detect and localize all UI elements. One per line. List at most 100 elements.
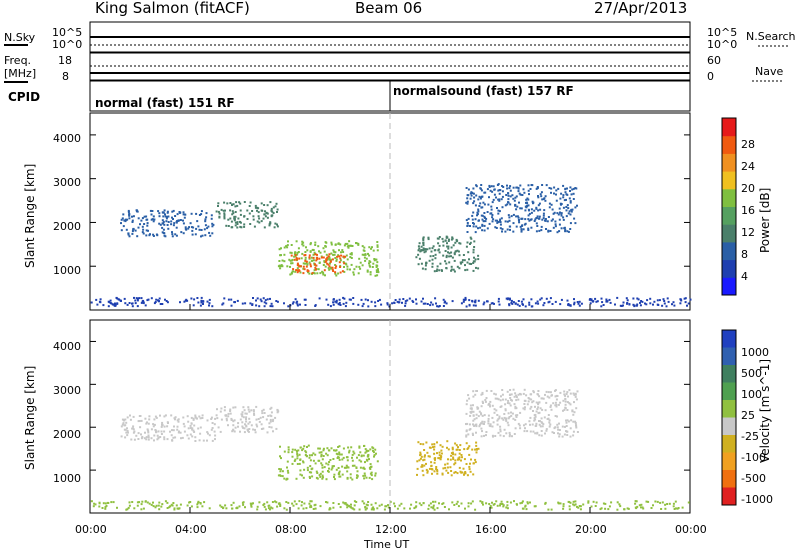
power-cell-echo-band-4 — [477, 208, 480, 211]
velocity-cell-echo-band-1 — [199, 432, 202, 435]
power-cell-echo-band-3 — [472, 269, 475, 272]
velocity-cell-echo-band-4 — [511, 399, 513, 402]
velocity-cell-echo-band-4 — [498, 415, 501, 418]
velocity-cell-echo-band-4 — [526, 403, 529, 406]
velocity-cell-echo-band-4 — [510, 414, 513, 417]
velocity-cell-echo-band-1 — [124, 436, 127, 439]
power-cell-near-range — [554, 300, 557, 303]
velocity-cell-echo-core — [362, 466, 365, 469]
power-cell-echo-band-3 — [431, 258, 434, 261]
velocity-cell-near-range — [164, 500, 167, 503]
power-cell-near-range — [411, 299, 414, 302]
date-title: 27/Apr/2013 — [594, 0, 688, 17]
velocity-cell-echo-core — [319, 475, 322, 478]
power-cell-echo-band-4 — [539, 208, 542, 211]
velocity-cell-near-range — [562, 503, 565, 506]
power-cell-echo-core — [366, 269, 369, 272]
power-cb-tick-28: 28 — [741, 138, 755, 151]
power-cell-echo-band-2 — [263, 204, 266, 206]
power-cell-echo-band-4 — [500, 217, 503, 220]
velocity-cell-near-range — [616, 501, 619, 504]
velocity-cell-echo-core — [367, 454, 369, 457]
power-cell-echo-band-3 — [424, 268, 427, 271]
velocity-cell-echo-band-4 — [510, 411, 512, 414]
power-cell-echo-band-4 — [529, 188, 532, 190]
velocity-cell-near-range — [380, 503, 383, 506]
velocity-cell-echo-core — [286, 460, 289, 463]
velocity-cell-echo-core — [352, 450, 355, 453]
velocity-cell-echo-band-4 — [499, 430, 502, 433]
velocity-cell-echo-core — [337, 446, 340, 448]
velocity-cell-echo-band-2 — [232, 429, 235, 432]
velocity-cell-echo-band-3 — [464, 472, 467, 475]
power-cell-echo-band-2 — [234, 211, 237, 213]
power-cell-near-range — [183, 300, 186, 303]
velocity-cell-echo-band-3 — [444, 463, 447, 466]
power-cell-near-range — [116, 297, 119, 300]
power-cell-echo-band-1 — [200, 213, 203, 216]
velocity-cell-near-range — [582, 503, 585, 506]
velocity-cell-echo-band-1 — [160, 433, 163, 435]
velocity-cell-echo-core — [311, 475, 314, 478]
velocity-cell-echo-core — [296, 454, 299, 457]
velocity-cell-echo-band-4 — [517, 393, 520, 396]
velocity-cell-near-range — [250, 505, 253, 508]
power-cell-echo-band-4 — [513, 199, 516, 202]
power-cell-echo-band-2 — [239, 209, 242, 212]
velocity-cell-echo-core — [298, 462, 301, 465]
velocity-cell-echo-band-4 — [568, 389, 571, 392]
velocity-cell-echo-band-3 — [433, 445, 436, 448]
velocity-cell-echo-band-1 — [122, 422, 125, 425]
velocity-cell-near-range — [505, 506, 508, 509]
velocity-cell-echo-core — [348, 451, 351, 454]
power-cell-echo-band-1 — [136, 235, 139, 238]
velocity-cell-near-range — [148, 502, 151, 505]
velocity-cell-echo-band-2 — [272, 430, 274, 433]
velocity-cell-echo-band-4 — [505, 432, 508, 435]
power-cell-echo-band-4 — [494, 219, 497, 222]
power-cell-echo-hot — [318, 257, 321, 260]
power-cell-near-range — [90, 301, 93, 304]
power-cell-echo-core — [349, 253, 352, 256]
power-cell-echo-band-3 — [464, 269, 467, 272]
power-cell-echo-band-4 — [498, 199, 501, 202]
velocity-cell-near-range — [364, 506, 367, 509]
velocity-cell-echo-band-2 — [270, 411, 273, 414]
velocity-cell-echo-band-2 — [254, 428, 256, 431]
power-cell-near-range — [580, 302, 583, 305]
velocity-cell-echo-band-4 — [538, 401, 541, 404]
velocity-cell-echo-band-4 — [530, 398, 533, 401]
velocity-cell-echo-band-2 — [261, 412, 264, 415]
power-cell-echo-core — [342, 251, 345, 253]
velocity-cell-echo-band-1 — [148, 415, 151, 418]
power-cell-echo-band-4 — [479, 187, 482, 190]
velocity-cell-near-range — [604, 507, 607, 510]
power-cell-echo-hot — [326, 256, 329, 259]
velocity-cell-echo-band-3 — [446, 440, 449, 443]
power-cell-near-range — [332, 303, 335, 306]
velocity-cell-echo-band-2 — [254, 431, 257, 434]
power-cell-echo-band-4 — [527, 218, 530, 221]
power-cell-near-range — [517, 300, 520, 302]
velocity-cell-near-range — [488, 503, 491, 505]
velocity-cell-echo-band-4 — [576, 390, 579, 393]
velocity-cell-echo-band-2 — [260, 423, 263, 426]
power-cell-echo-band-4 — [501, 230, 503, 233]
power-cell-near-range — [107, 305, 110, 308]
velocity-cell-echo-band-4 — [535, 410, 538, 413]
power-cell-echo-band-3 — [415, 256, 418, 259]
power-cell-near-range — [665, 305, 668, 308]
power-cell-echo-band-1 — [201, 234, 204, 237]
power-cell-echo-band-4 — [517, 218, 520, 221]
power-cell-near-range — [486, 300, 488, 303]
power-cell-echo-band-4 — [559, 197, 562, 200]
power-cell-near-range — [147, 298, 150, 301]
power-cell-echo-band-3 — [447, 251, 449, 254]
velocity-cell-near-range — [279, 505, 282, 507]
velocity-cell-near-range — [127, 506, 130, 509]
velocity-cell-near-range — [579, 508, 582, 511]
velocity-cell-echo-band-3 — [447, 448, 450, 451]
velocity-cell-near-range — [562, 505, 565, 508]
power-cell-near-range — [663, 302, 666, 305]
power-cell-echo-band-4 — [549, 230, 552, 232]
